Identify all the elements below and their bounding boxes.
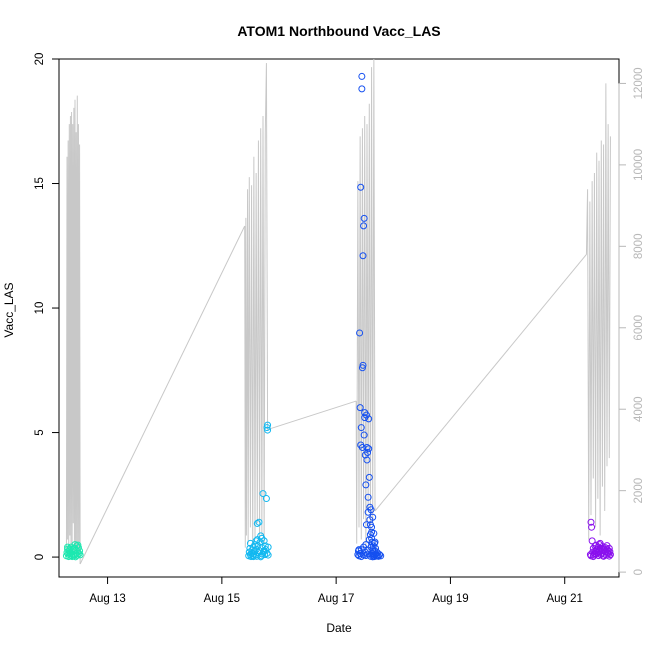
- y2-tick-label: 4000: [633, 396, 645, 422]
- y-tick-label: 20: [34, 53, 46, 66]
- data-point: [259, 490, 267, 498]
- plot-frame: [58, 58, 620, 578]
- data-point: [255, 518, 263, 526]
- data-point: [357, 424, 365, 432]
- data-point: [364, 493, 372, 501]
- data-point: [357, 553, 365, 561]
- data-point: [360, 222, 368, 230]
- x-tick-label: Aug 17: [318, 593, 354, 605]
- data-point: [254, 542, 262, 550]
- y2-tick-label: 6000: [633, 315, 645, 341]
- data-point: [356, 329, 364, 337]
- data-point: [252, 537, 260, 545]
- y2-tick-label: 10000: [633, 149, 645, 181]
- data-point: [370, 529, 378, 537]
- data-point: [360, 431, 368, 439]
- data-point: [68, 553, 76, 561]
- data-point: [365, 415, 373, 423]
- data-point: [253, 519, 261, 527]
- data-point: [588, 523, 596, 531]
- data-point: [589, 553, 597, 561]
- y-tick-label: 15: [34, 177, 46, 190]
- data-point: [364, 546, 372, 554]
- x-tick-label: Aug 15: [204, 593, 240, 605]
- y2-tick-label: 2000: [633, 478, 645, 504]
- axes-layer: Aug 13 Aug 15 Aug 17 Aug 19 Aug 21 0 5 10 15 20 0 2…: [34, 53, 645, 605]
- data-point: [356, 549, 364, 557]
- data-point: [587, 518, 595, 526]
- data-point: [264, 551, 272, 559]
- secondary-line-segment: [374, 254, 587, 512]
- data-point: [264, 421, 272, 429]
- data-points-layer: [62, 72, 614, 561]
- data-point: [364, 448, 372, 456]
- data-point: [66, 545, 74, 553]
- secondary-line-segment: [79, 225, 246, 565]
- data-point: [264, 426, 272, 434]
- data-point: [371, 538, 379, 546]
- data-point: [369, 513, 377, 521]
- data-point: [605, 552, 613, 560]
- data-point: [358, 85, 366, 93]
- secondary-line-segment: [267, 400, 357, 431]
- y-tick-label: 10: [34, 302, 46, 315]
- data-point: [365, 473, 373, 481]
- data-point: [606, 551, 614, 559]
- data-point: [367, 506, 375, 514]
- data-point: [262, 495, 270, 503]
- data-point: [362, 411, 370, 419]
- data-point: [368, 523, 376, 531]
- data-point: [74, 541, 82, 549]
- data-point: [592, 541, 600, 549]
- data-point: [358, 72, 366, 80]
- data-point: [362, 481, 370, 489]
- y2-tick-label: 8000: [633, 234, 645, 260]
- data-point: [606, 548, 614, 556]
- data-point: [363, 456, 371, 464]
- data-point: [356, 404, 364, 412]
- data-point: [257, 553, 265, 561]
- y-axis-label: Vacc_LAS: [2, 282, 16, 337]
- x-axis-label: Date: [326, 621, 352, 635]
- secondary-line-segment: [585, 83, 611, 540]
- x-tick-label: Aug 13: [89, 593, 125, 605]
- data-point: [363, 444, 371, 451]
- data-point: [260, 537, 268, 545]
- data-point: [376, 551, 384, 559]
- y2-tick-label: 0: [633, 569, 645, 575]
- data-point: [359, 361, 367, 369]
- data-point: [365, 445, 373, 453]
- x-tick-label: Aug 19: [432, 593, 468, 605]
- secondary-line-segment: [355, 58, 376, 548]
- secondary-line-segment: [65, 95, 81, 564]
- data-point: [357, 183, 365, 191]
- y2-tick-label: 12000: [633, 67, 645, 99]
- y-tick-label: 5: [34, 429, 46, 435]
- data-point: [72, 553, 80, 561]
- data-point: [596, 539, 604, 547]
- data-point: [249, 553, 257, 561]
- data-point: [253, 552, 261, 560]
- data-point: [359, 252, 367, 260]
- y-tick-label: 0: [34, 554, 46, 560]
- data-point: [369, 553, 377, 561]
- data-point: [260, 547, 268, 555]
- data-point: [360, 214, 368, 222]
- data-point: [246, 539, 254, 547]
- data-point: [264, 543, 272, 551]
- secondary-line-segment: [244, 63, 269, 552]
- chart-title: ATOM1 Northbound Vacc_LAS: [237, 23, 440, 39]
- secondary-series-layer: [65, 58, 611, 565]
- x-tick-label: Aug 21: [546, 593, 582, 605]
- data-point: [76, 551, 84, 559]
- data-point: [374, 552, 382, 560]
- data-point: [358, 444, 366, 451]
- data-point: [377, 552, 385, 560]
- data-point: [603, 542, 611, 550]
